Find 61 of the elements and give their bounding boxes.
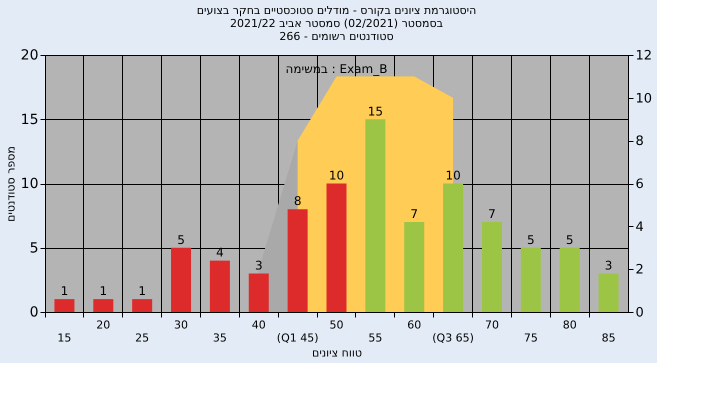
bar [288,209,308,312]
x-tick-label: 20 [96,318,110,332]
bar [210,260,230,312]
data-label: 3 [604,258,612,272]
x-tick-label: 75 [524,332,538,344]
y-tick-label: 20 [20,48,38,64]
x-tick-label: 25 [135,332,150,344]
x-tick-label: 30 [174,318,188,332]
data-label: 15 [368,104,384,118]
bar [54,299,74,312]
bar [326,184,346,312]
bar [132,299,152,312]
y-axis-title: מספר סטודנטים [4,146,18,222]
data-label: 5 [566,232,574,247]
y2-tick-label: 8 [636,134,644,150]
data-label: 1 [138,284,146,298]
x-tick-label: 85 [602,332,616,344]
data-label: 7 [410,207,418,222]
y2-tick-label: 12 [636,48,652,64]
x-tick-label: 50 [330,318,344,332]
y-tick-label: 5 [30,240,38,256]
text: בסמסטר (02/2021) סמסטר אביב 2021/22 [230,17,444,30]
bar [93,299,114,312]
x-tick-label: 40 [252,318,266,332]
data-label: 1 [99,284,108,298]
data-label: 10 [328,168,344,182]
bar [171,248,192,312]
x-tick-label: 15 [57,332,72,344]
bar [598,273,619,312]
data-label: 5 [527,232,535,247]
data-label: 7 [488,207,496,222]
y2-tick-label: 10 [636,91,652,106]
bar [482,222,502,312]
x-tick-label: 55 [368,332,382,344]
y2-tick-label: 2 [636,262,644,278]
data-label: 10 [445,168,461,182]
y2-tick-label: 6 [636,177,644,192]
bar [443,184,464,312]
bar [520,248,541,312]
x-tick-label: 80 [562,318,577,332]
y2-tick-label: 4 [636,220,644,235]
data-label: 8 [294,194,302,208]
x-tick-label: 35 [212,332,227,344]
text: סטודנטים רשומים - 266 [279,30,394,43]
x-tick-label: 70 [484,318,499,332]
y-tick-label: 0 [30,304,38,320]
x-tick-label: 60 [407,318,422,332]
bar [404,222,424,312]
y-tick-label: 10 [20,176,38,192]
y2-tick-label: 0 [636,306,644,320]
y-tick-label: 15 [20,112,38,128]
data-label: 1 [60,284,68,298]
text: היסטוגרמת ציונים בקורס - מודלים סטוכסטיים בחקר בצועים [196,4,476,17]
x-tick-label: (Q1 45) [276,332,318,344]
bar [365,119,386,312]
bar [560,248,580,312]
bar [248,273,269,312]
data-label: 5 [177,232,185,247]
x-tick-label: (Q3 65) [432,332,474,344]
data-label: 3 [254,258,263,272]
x-axis-title: טווח ציונים [312,346,362,360]
